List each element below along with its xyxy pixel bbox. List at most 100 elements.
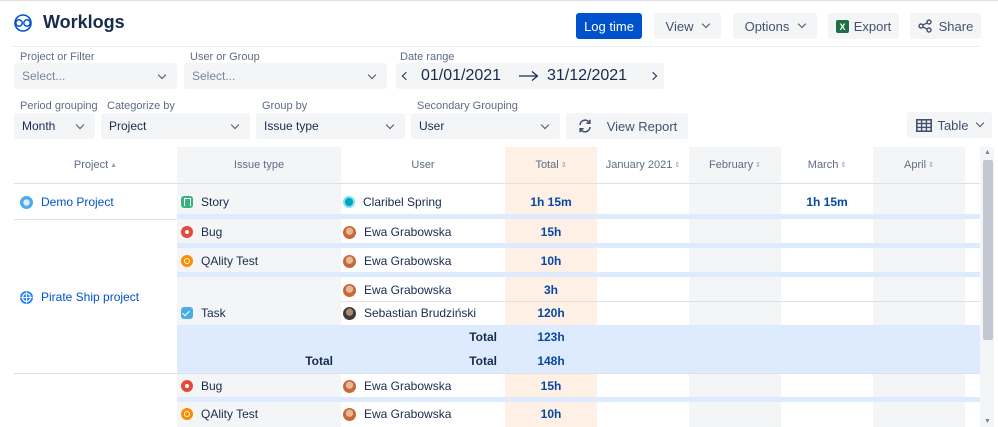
user-name: Ewa Grabowska <box>364 379 452 393</box>
column-header-february[interactable]: February ⇕ <box>689 147 781 183</box>
user-cell: Ewa Grabowska <box>343 405 451 423</box>
group-separator <box>177 397 980 402</box>
group-by-value: Issue type <box>264 119 319 133</box>
previous-period-icon[interactable] <box>401 71 411 81</box>
scroll-up-icon[interactable]: ▲ <box>984 149 991 156</box>
chevron-down-icon <box>367 70 377 80</box>
sort-icon: ⇕ <box>840 162 847 169</box>
avatar <box>343 407 356 421</box>
user-filter-label: User or Group <box>190 51 260 63</box>
log-time-button[interactable]: Log time <box>576 13 642 39</box>
top-border <box>0 0 998 1</box>
scrollbar-thumb[interactable] <box>983 160 993 340</box>
issue-type-cell: Task <box>181 304 226 322</box>
row-divider <box>341 301 980 302</box>
sort-icon: ⇕ <box>755 162 761 169</box>
sort-icon: ⇕ <box>560 162 567 169</box>
issue-type-cell: Bug <box>181 223 222 241</box>
issue-type-cell: Bug <box>181 377 222 395</box>
column-header-project[interactable]: Project ▲ <box>14 147 177 183</box>
project-cell[interactable]: Pirate Ship project <box>20 288 139 306</box>
scroll-down-icon[interactable]: ▼ <box>984 418 991 425</box>
total-cell[interactable]: 10h <box>540 407 562 421</box>
user-name: Ewa Grabowska <box>364 407 452 421</box>
project-total-label: Total <box>305 354 333 368</box>
total-cell[interactable]: 15h <box>540 225 562 239</box>
share-button[interactable]: Share <box>910 13 981 39</box>
table-icon <box>916 118 933 132</box>
header-row-divider <box>14 183 980 184</box>
sort-icon: ⇕ <box>928 162 934 169</box>
categorize-by-value: Project <box>109 119 147 133</box>
share-label: Share <box>938 18 974 34</box>
project-total-value: 148h <box>537 354 565 368</box>
secondary-grouping-value: User <box>419 119 445 133</box>
total-cell[interactable]: 15h <box>540 379 562 393</box>
column-header-april[interactable]: April ⇕ <box>873 147 965 183</box>
user-name: Ewa Grabowska <box>364 225 452 239</box>
qality-test-icon <box>181 408 193 420</box>
subtotal-value: 123h <box>537 330 565 344</box>
options-menu-button[interactable]: Options <box>733 13 817 39</box>
table-view-button[interactable]: Table <box>907 112 992 138</box>
header-bar: Worklogs Log time View Options X Export … <box>0 4 998 47</box>
view-menu-button[interactable]: View <box>654 13 721 39</box>
user-filter-select[interactable]: Select... <box>184 63 387 89</box>
project-total-label: Total <box>469 354 497 368</box>
next-period-icon[interactable] <box>648 71 658 81</box>
user-cell: Ewa Grabowska <box>343 223 451 241</box>
issue-type-label: Bug <box>201 225 223 239</box>
secondary-grouping-label: Secondary Grouping <box>417 100 518 112</box>
total-cell[interactable]: 1h 15m <box>530 195 572 209</box>
project-divider <box>14 219 177 220</box>
bug-icon <box>181 226 193 238</box>
categorize-by-select[interactable]: Project <box>101 113 250 139</box>
user-name: Claribel Spring <box>363 195 442 209</box>
date-range-label: Date range <box>400 51 455 63</box>
subtotal-label: Total <box>469 330 497 344</box>
column-header-march-label: March <box>807 159 839 171</box>
column-header-user-label: User <box>411 159 435 171</box>
export-button[interactable]: X Export <box>828 13 899 39</box>
project-filter-label: Project or Filter <box>20 51 95 63</box>
worklogs-logo-icon <box>14 14 32 32</box>
column-header-issue-type[interactable]: Issue type <box>177 147 341 183</box>
total-cell[interactable]: 120h <box>537 306 565 320</box>
column-header-user[interactable]: User <box>341 147 505 183</box>
issue-type-label: Story <box>201 195 230 209</box>
date-range-picker[interactable]: 01/01/2021 31/12/2021 <box>396 63 664 89</box>
secondary-grouping-select[interactable]: User <box>411 113 560 139</box>
april-column-bg <box>873 147 965 427</box>
chevron-down-icon <box>230 120 240 130</box>
date-from[interactable]: 01/01/2021 <box>421 67 502 84</box>
avatar <box>343 306 356 320</box>
user-name: Ewa Grabowska <box>364 254 452 268</box>
total-cell[interactable]: 10h <box>540 254 562 268</box>
user-cell: Ewa Grabowska <box>343 281 451 299</box>
table-view-label: Table <box>937 117 969 133</box>
period-grouping-select[interactable]: Month <box>14 113 95 139</box>
project-cell[interactable]: Demo Project <box>20 193 114 211</box>
date-to[interactable]: 31/12/2021 <box>547 67 628 84</box>
issue-type-column-bg <box>177 147 341 427</box>
view-report-label: View Report <box>606 118 678 134</box>
user-cell: Ewa Grabowska <box>343 252 451 270</box>
project-name[interactable]: Demo Project <box>41 195 114 209</box>
log-time-label: Log time <box>584 18 634 34</box>
user-cell: Ewa Grabowska <box>343 377 451 395</box>
total-cell[interactable]: 3h <box>543 283 558 297</box>
project-name[interactable]: Pirate Ship project <box>41 290 140 304</box>
issue-type-cell: QAlity Test <box>181 405 258 423</box>
arrow-right-icon <box>519 71 539 81</box>
march-cell[interactable]: 1h 15m <box>806 195 848 209</box>
group-by-select[interactable]: Issue type <box>256 113 405 139</box>
chevron-down-icon <box>540 120 550 130</box>
column-header-total[interactable]: Total ⇕ <box>505 147 597 183</box>
project-filter-select[interactable]: Select... <box>14 63 177 89</box>
user-filter-placeholder: Select... <box>192 69 236 83</box>
column-header-march[interactable]: March ⇕ <box>781 147 873 183</box>
column-header-january-label: January 2021 <box>605 159 673 171</box>
column-header-january[interactable]: January 2021 ⇕ <box>597 147 689 183</box>
view-report-button[interactable]: View Report <box>566 113 688 139</box>
sort-icon: ⇕ <box>674 162 681 169</box>
